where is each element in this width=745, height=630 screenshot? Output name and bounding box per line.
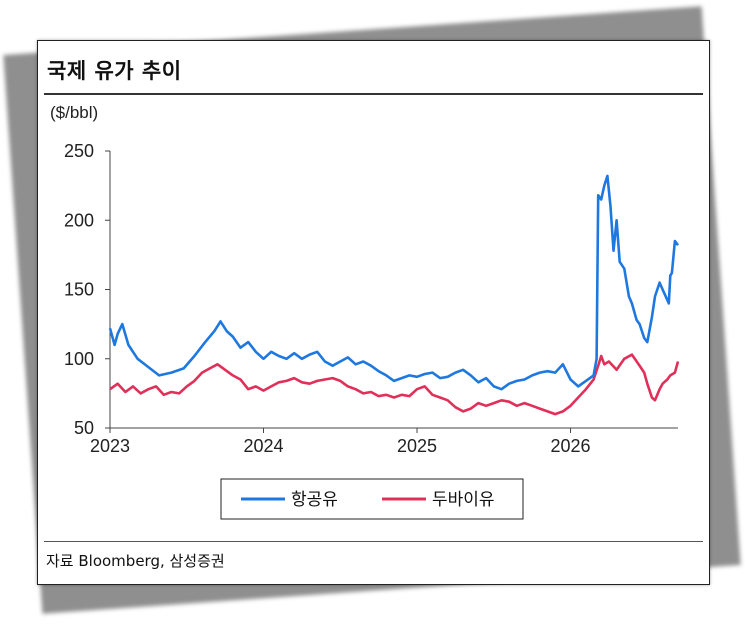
x-tick-label: 2023 (90, 436, 130, 456)
x-axis: 2023 2024 2025 2026 (90, 427, 678, 456)
chart-card: 국제 유가 추이 ($/bbl) 250 200 150 100 50 2023 2024… (37, 40, 710, 585)
chart-title: 국제 유가 추이 (47, 59, 182, 83)
y-axis-unit-label: ($/bbl) (50, 103, 98, 122)
y-axis: 250 200 150 100 50 (64, 141, 111, 438)
y-tick-label: 100 (64, 349, 94, 369)
y-tick-label: 250 (64, 141, 94, 161)
source-note: 자료 Bloomberg, 삼성증권 (46, 552, 225, 570)
series-line-1 (109, 353, 680, 416)
y-tick-label: 150 (64, 280, 94, 300)
source-divider (44, 541, 703, 542)
y-tick-label: 200 (64, 210, 94, 230)
x-tick-label: 2025 (397, 436, 437, 456)
y-tick-label: 50 (74, 418, 94, 438)
x-tick-label: 2026 (551, 436, 591, 456)
legend-label-1: 두바이유 (432, 490, 495, 510)
legend: 항공유 두바이유 (220, 478, 524, 520)
legend-label-0: 항공유 (291, 490, 338, 510)
x-tick-label: 2024 (243, 436, 283, 456)
title-divider (44, 93, 703, 95)
plot-area (108, 174, 680, 416)
series-line-0 (108, 174, 680, 391)
